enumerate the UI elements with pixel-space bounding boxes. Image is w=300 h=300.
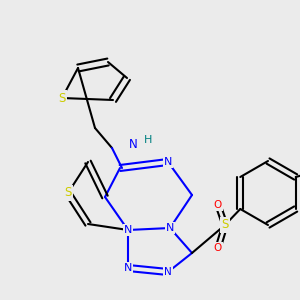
Text: S: S [221,218,229,232]
Text: N: N [166,223,174,233]
Text: H: H [144,135,152,145]
Text: S: S [58,92,66,104]
Text: O: O [214,243,222,253]
Text: S: S [64,187,72,200]
Text: N: N [129,139,137,152]
Text: O: O [214,200,222,210]
Text: N: N [124,225,132,235]
Text: N: N [164,267,172,277]
Text: N: N [164,157,172,167]
Text: N: N [124,263,132,273]
